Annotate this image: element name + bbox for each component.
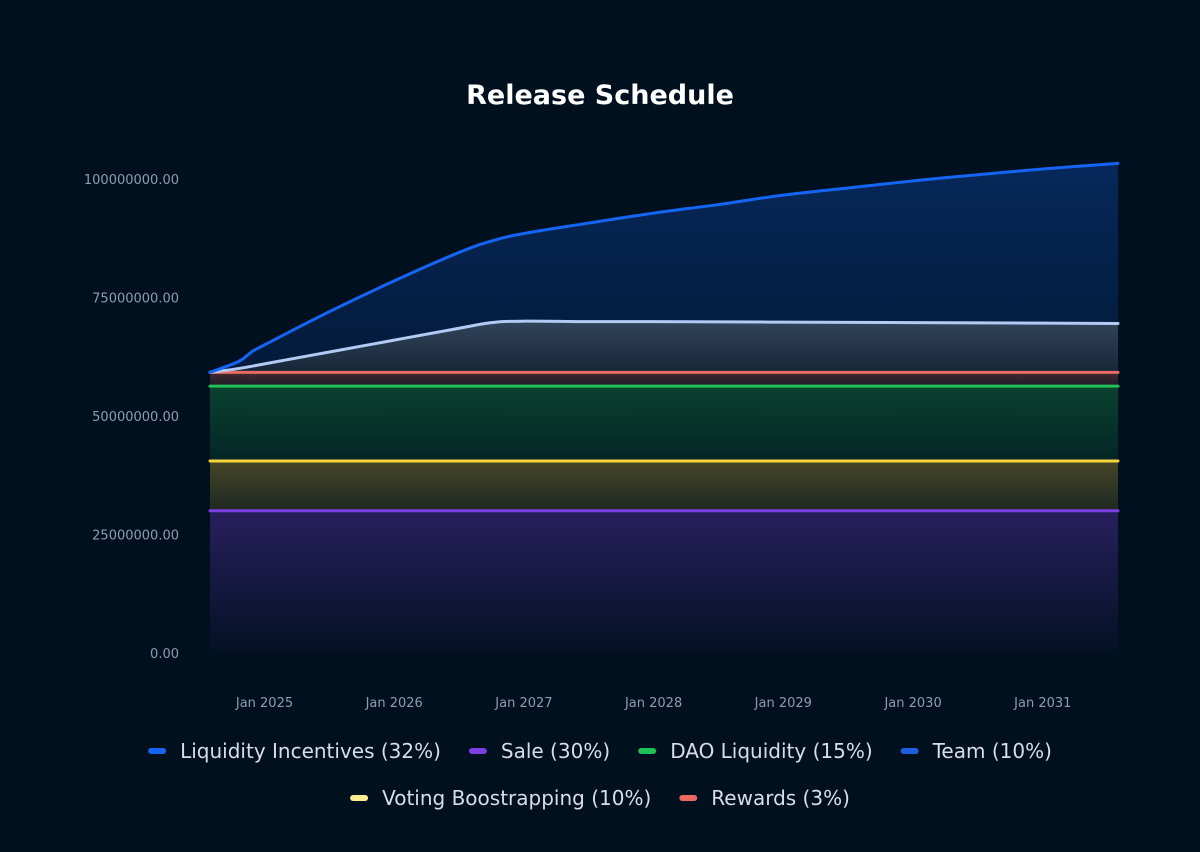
legend-label: Sale (30%) [501,739,610,763]
x-axis: Jan 2025 Jan 2026 Jan 2027 Jan 2028 Jan 2029… [235,696,1072,711]
line-team [208,319,1120,374]
x-tick-label: Jan 2025 [235,696,293,711]
legend-marker [350,795,369,801]
legend-item-sale[interactable]: Sale (30%) [468,739,610,763]
series-lines [208,161,1120,513]
line-liquidity-incentives [208,161,1120,374]
area-team [210,321,1118,373]
legend-item-team[interactable]: Team (10%) [900,739,1052,763]
legend: Liquidity Incentives (32%) Sale (30%) DAO … [148,739,1052,810]
y-axis: 0.00 25000000.00 50000000.00 75000000.00 100… [84,173,179,662]
y-tick-label: 100000000.00 [84,173,179,188]
x-tick-label: Jan 2027 [494,696,552,711]
legend-label: DAO Liquidity (15%) [670,739,872,763]
legend-label: Rewards (3%) [711,786,850,810]
x-tick-label: Jan 2030 [883,696,941,711]
y-tick-label: 25000000.00 [92,529,179,544]
area-dao-liquidity [210,386,1118,462]
legend-marker [900,748,919,754]
legend-item-rewards[interactable]: Rewards (3%) [679,786,850,810]
area-sale [210,510,1118,653]
area-liquidity-incentives [210,163,1118,373]
y-tick-label: 75000000.00 [92,292,179,307]
legend-label: Voting Boostrapping (10%) [382,786,651,810]
y-tick-label: 0.00 [150,647,179,662]
area-voting-boostrapping [210,461,1118,511]
x-tick-label: Jan 2031 [1013,696,1071,711]
legend-label: Liquidity Incentives (32%) [180,739,441,763]
legend-marker [148,748,167,754]
legend-marker [679,795,698,801]
legend-item-voting-boostrapping[interactable]: Voting Boostrapping (10%) [350,786,651,810]
y-tick-label: 50000000.00 [92,410,179,425]
legend-marker [468,748,487,754]
chart-title: Release Schedule [466,80,734,111]
legend-label: Team (10%) [932,739,1052,763]
series-areas [210,163,1118,653]
legend-item-liquidity-incentives[interactable]: Liquidity Incentives (32%) [148,739,441,763]
x-tick-label: Jan 2029 [754,696,812,711]
legend-marker [638,748,657,754]
x-tick-label: Jan 2026 [365,696,423,711]
area-rewards [210,372,1118,387]
legend-item-dao-liquidity[interactable]: DAO Liquidity (15%) [638,739,873,763]
x-tick-label: Jan 2028 [624,696,682,711]
